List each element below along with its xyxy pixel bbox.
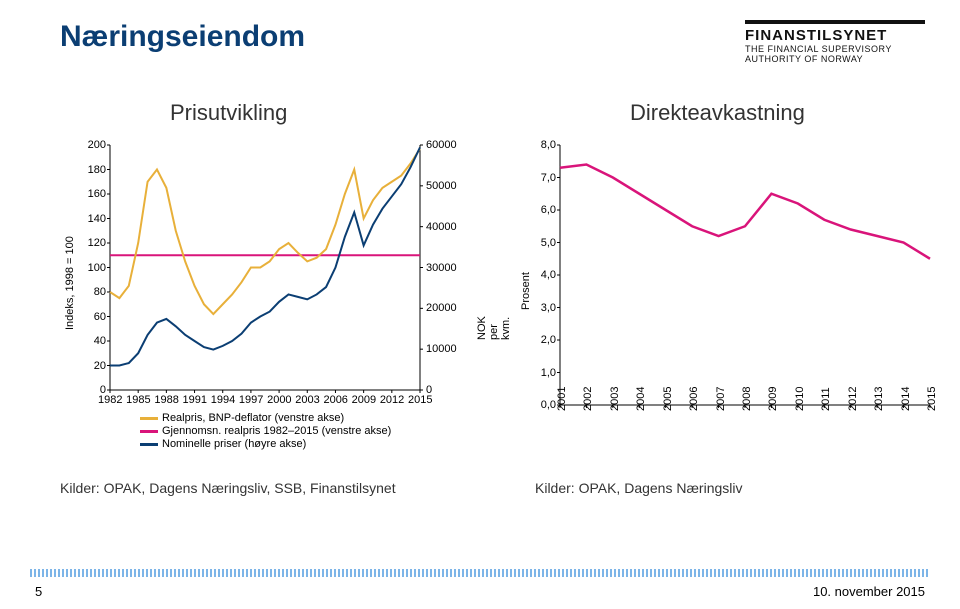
x-tick-left: 1982: [98, 394, 122, 406]
x-tick-left: 2000: [267, 394, 291, 406]
chart-prisutvikling: Indeks, 1998 = 100 NOK per kvm. 02040608…: [60, 140, 490, 460]
slide-date: 10. november 2015: [813, 584, 925, 599]
logo-line1: FINANSTILSYNET: [745, 27, 925, 44]
slide-number: 5: [35, 584, 42, 599]
x-tick-left: 1991: [183, 394, 207, 406]
logo: FINANSTILSYNET THE FINANCIAL SUPERVISORY…: [745, 20, 925, 64]
x-tick-left: 1988: [154, 394, 178, 406]
x-tick-left: 2009: [352, 394, 376, 406]
x-tick-left: 2003: [295, 394, 319, 406]
chart-left-svg: [60, 140, 490, 410]
x-tick-right: 2005: [662, 387, 674, 411]
x-tick-right: 2003: [609, 387, 621, 411]
legend-label: Realpris, BNP-deflator (venstre akse): [162, 412, 344, 424]
legend-swatch: [140, 443, 158, 446]
footer-dots-lower: [30, 573, 930, 577]
x-tick-right: 2002: [582, 387, 594, 411]
kilder-left: Kilder: OPAK, Dagens Næringsliv, SSB, Fi…: [60, 480, 396, 496]
x-tick-right: 2011: [820, 387, 832, 411]
x-tick-left: 1985: [126, 394, 150, 406]
x-tick-right: 2008: [741, 387, 753, 411]
legend-item: Gjennomsn. realpris 1982–2015 (venstre a…: [140, 425, 391, 438]
x-tick-right: 2013: [873, 387, 885, 411]
legend-item: Realpris, BNP-deflator (venstre akse): [140, 412, 391, 425]
x-tick-right: 2015: [926, 387, 938, 411]
x-tick-left: 2012: [380, 394, 404, 406]
x-tick-left: 1994: [211, 394, 235, 406]
x-tick-right: 2001: [556, 387, 568, 411]
x-tick-right: 2007: [715, 387, 727, 411]
subtitle-right: Direkteavkastning: [630, 100, 805, 126]
legend-left: Realpris, BNP-deflator (venstre akse)Gje…: [140, 412, 391, 451]
chart-direkteavkastning: Prosent 0,01,02,03,04,05,06,07,08,0 2001…: [520, 140, 940, 460]
logo-bar: [745, 20, 925, 24]
legend-swatch: [140, 430, 158, 433]
legend-label: Nominelle priser (høyre akse): [162, 438, 306, 450]
legend-label: Gjennomsn. realpris 1982–2015 (venstre a…: [162, 425, 391, 437]
logo-line2: THE FINANCIAL SUPERVISORY: [745, 44, 925, 54]
x-tick-right: 2009: [767, 387, 779, 411]
x-tick-left: 2015: [408, 394, 432, 406]
legend-item: Nominelle priser (høyre akse): [140, 438, 391, 451]
x-tick-right: 2010: [794, 387, 806, 411]
x-tick-right: 2014: [900, 387, 912, 411]
x-tick-right: 2012: [847, 387, 859, 411]
page-title: Næringseiendom: [60, 20, 305, 54]
logo-line3: AUTHORITY OF NORWAY: [745, 54, 925, 64]
x-tick-left: 1997: [239, 394, 263, 406]
x-tick-right: 2004: [635, 387, 647, 411]
x-tick-left: 2006: [323, 394, 347, 406]
subtitle-left: Prisutvikling: [170, 100, 287, 126]
kilder-right: Kilder: OPAK, Dagens Næringsliv: [535, 480, 742, 496]
legend-swatch: [140, 417, 158, 420]
x-tick-right: 2006: [688, 387, 700, 411]
